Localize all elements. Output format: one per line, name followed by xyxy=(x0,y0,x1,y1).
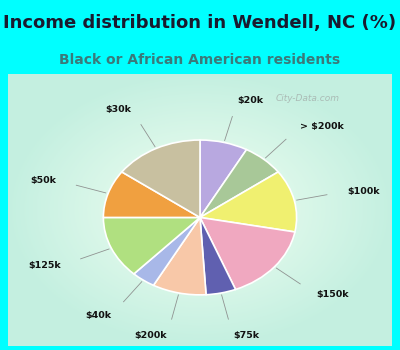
Wedge shape xyxy=(103,172,200,217)
Wedge shape xyxy=(134,217,200,285)
Wedge shape xyxy=(154,217,206,295)
Wedge shape xyxy=(200,140,246,217)
Text: $20k: $20k xyxy=(238,96,264,105)
Text: $40k: $40k xyxy=(85,311,111,320)
Text: > $200k: > $200k xyxy=(300,122,344,131)
Text: Black or African American residents: Black or African American residents xyxy=(60,53,340,67)
Text: $200k: $200k xyxy=(134,331,167,340)
Text: $150k: $150k xyxy=(316,290,349,299)
Text: $75k: $75k xyxy=(233,331,259,340)
Wedge shape xyxy=(122,140,200,217)
Text: $50k: $50k xyxy=(30,175,56,184)
Wedge shape xyxy=(200,172,297,232)
Wedge shape xyxy=(103,217,200,274)
Text: Income distribution in Wendell, NC (%): Income distribution in Wendell, NC (%) xyxy=(4,14,396,32)
Text: $100k: $100k xyxy=(348,187,380,196)
Wedge shape xyxy=(200,217,236,295)
Wedge shape xyxy=(200,217,295,289)
Text: $125k: $125k xyxy=(28,261,61,270)
Text: $30k: $30k xyxy=(105,105,131,114)
Text: City-Data.com: City-Data.com xyxy=(276,93,340,103)
Wedge shape xyxy=(200,149,278,217)
